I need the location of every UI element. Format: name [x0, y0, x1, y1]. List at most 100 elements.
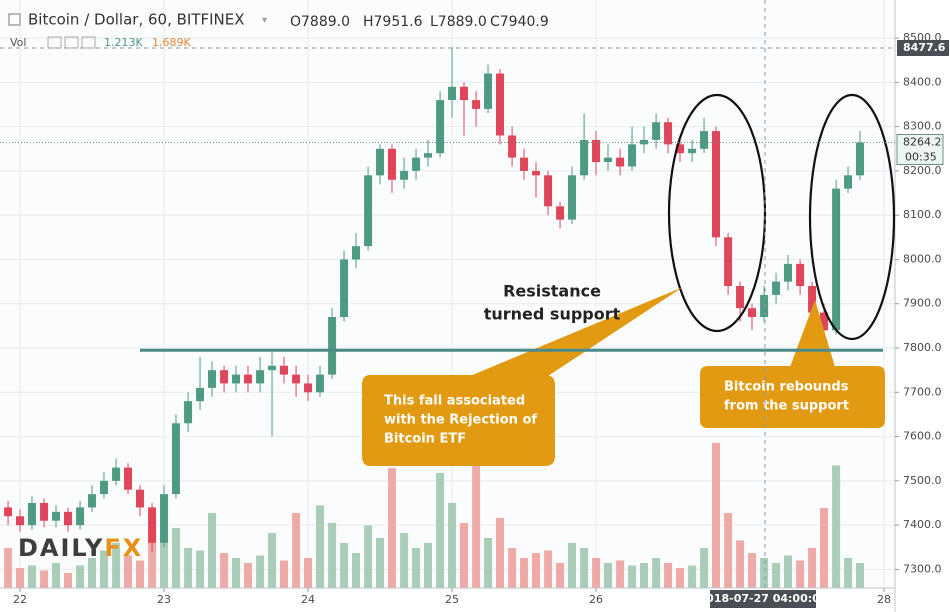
volume-bar — [580, 547, 589, 588]
candle-body — [279, 365, 288, 375]
candle-body — [808, 286, 817, 313]
candle-body — [315, 374, 324, 393]
candle-body — [160, 494, 169, 543]
candle-body — [148, 507, 157, 543]
volume-bar — [844, 557, 853, 588]
volume-bar — [784, 555, 793, 588]
volume-bar — [628, 565, 637, 588]
candle-body — [820, 312, 829, 331]
dropdown-icon[interactable]: ▾ — [262, 15, 267, 26]
y-tick-label: 8400.0 — [903, 75, 942, 88]
volume-bar — [268, 532, 277, 588]
collapse-icon[interactable] — [8, 13, 21, 26]
volume-bar — [27, 565, 36, 588]
ohlc-label: L7889.0 — [430, 14, 487, 30]
countdown-label: 00:35 — [905, 150, 937, 163]
y-tick-label: 7700.0 — [903, 385, 942, 398]
volume-bar — [712, 442, 720, 588]
volume-bar — [760, 557, 769, 588]
candle-body — [124, 467, 133, 490]
candle-body — [844, 175, 853, 189]
volume-bar — [448, 502, 457, 588]
candle-body — [207, 370, 216, 388]
volume-bar — [196, 550, 205, 588]
icon[interactable] — [64, 36, 79, 49]
volume-bar — [459, 522, 468, 588]
volume-bar — [292, 512, 301, 588]
volume-bar — [16, 567, 25, 588]
price-tag-label: 8477.6 — [903, 41, 946, 54]
candle-body — [700, 131, 709, 149]
volume-bar — [688, 565, 697, 588]
volume-bar — [592, 557, 601, 588]
candle-body — [63, 511, 72, 526]
annotation: with the Rejection of — [384, 413, 537, 428]
candle-body — [760, 294, 769, 318]
candle-body — [16, 516, 25, 526]
candle-body — [448, 86, 457, 101]
volume-bar — [160, 537, 169, 588]
date-tag — [710, 590, 816, 608]
volume-bar — [639, 562, 648, 588]
volume-bar — [531, 552, 540, 588]
candle-body — [400, 170, 409, 180]
candle-body — [412, 157, 421, 171]
candle-body — [135, 489, 144, 508]
volume-bar — [63, 572, 72, 588]
candle-body — [292, 374, 301, 384]
candle-body — [664, 122, 673, 145]
x-tick-label: 25 — [445, 593, 459, 606]
candle-body — [4, 507, 13, 517]
annotation: Bitcoin rebounds — [724, 380, 849, 395]
volume-bar — [135, 560, 144, 588]
price-tag-label: 8264.2 — [903, 135, 942, 148]
candle-body — [220, 370, 229, 384]
icon[interactable] — [47, 36, 62, 49]
volume-bar — [328, 522, 337, 588]
volume-bar — [664, 562, 673, 588]
volume-bar — [832, 465, 841, 588]
volume-bar — [256, 555, 265, 588]
volume-bar — [796, 560, 805, 588]
volume-bar — [495, 517, 504, 588]
x-tick-label: 24 — [301, 593, 315, 606]
volume-bar — [112, 542, 121, 588]
candle-body — [495, 73, 504, 136]
volume-bar — [184, 547, 193, 588]
candle-body — [688, 148, 697, 154]
candle-body — [567, 175, 576, 220]
highlight-ellipse — [808, 93, 896, 341]
volume-bar — [856, 562, 865, 588]
candle-body — [268, 365, 277, 371]
candle-body — [652, 122, 661, 140]
candle-body — [856, 142, 865, 176]
volume-bar — [567, 542, 576, 588]
volume-value: 1.689K — [152, 36, 191, 49]
volume-bar — [76, 565, 85, 588]
volume-bar — [508, 547, 517, 588]
volume-bar — [88, 557, 97, 588]
x-tick-label: 23 — [157, 593, 171, 606]
candle-body — [508, 135, 517, 158]
candle-body — [531, 170, 540, 176]
volume-bar — [387, 467, 396, 588]
volume-bar — [243, 562, 252, 588]
volume-bar — [808, 547, 817, 588]
chart-title: Bitcoin / Dollar, 60, BITFINEX — [28, 11, 245, 29]
ohlc-label: C7940.9 — [490, 14, 549, 30]
candle-body — [387, 148, 396, 180]
logo-part: FX — [104, 534, 143, 562]
candle-body — [99, 480, 108, 495]
candle-body — [616, 157, 625, 167]
candle-body — [436, 100, 445, 154]
callout-box — [700, 300, 885, 428]
candle-body — [675, 144, 684, 154]
candle-body — [184, 401, 193, 424]
annotation: Bitcoin ETF — [384, 432, 466, 447]
candle-body — [556, 206, 565, 220]
volume-bar — [820, 507, 829, 588]
volume-bar — [724, 512, 733, 588]
volume-bar — [472, 455, 481, 588]
volume-bar — [772, 562, 781, 588]
volume-bar — [736, 540, 745, 588]
